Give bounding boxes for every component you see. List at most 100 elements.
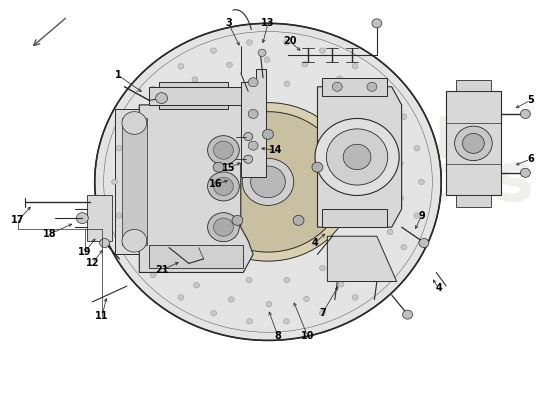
Circle shape	[213, 177, 233, 196]
Circle shape	[246, 277, 252, 283]
Circle shape	[163, 213, 169, 219]
Circle shape	[520, 110, 530, 118]
Circle shape	[352, 64, 358, 69]
Text: 13: 13	[261, 18, 275, 28]
Circle shape	[283, 318, 289, 324]
Circle shape	[227, 62, 233, 68]
Circle shape	[182, 115, 188, 120]
Circle shape	[133, 198, 139, 203]
Circle shape	[455, 126, 492, 160]
Circle shape	[320, 266, 326, 271]
Circle shape	[207, 136, 239, 165]
Circle shape	[349, 243, 354, 249]
Circle shape	[302, 62, 307, 67]
Circle shape	[320, 310, 326, 316]
Circle shape	[326, 129, 388, 185]
Circle shape	[386, 128, 392, 133]
Text: Eu: Eu	[353, 100, 460, 174]
Circle shape	[178, 295, 184, 300]
Polygon shape	[87, 196, 112, 241]
Circle shape	[332, 82, 342, 91]
Circle shape	[244, 132, 252, 141]
Text: 16: 16	[209, 179, 223, 189]
Circle shape	[144, 231, 150, 236]
Circle shape	[248, 110, 258, 118]
Polygon shape	[149, 245, 243, 268]
Polygon shape	[317, 87, 402, 227]
Circle shape	[156, 179, 162, 184]
Polygon shape	[159, 82, 228, 110]
Text: 5: 5	[527, 95, 534, 105]
Circle shape	[150, 86, 156, 92]
Circle shape	[367, 213, 373, 219]
Circle shape	[380, 272, 386, 278]
Polygon shape	[139, 105, 253, 272]
Text: 3: 3	[225, 18, 232, 28]
Circle shape	[112, 179, 118, 184]
Circle shape	[380, 86, 386, 92]
Circle shape	[258, 49, 266, 56]
Text: 6: 6	[527, 154, 534, 164]
Circle shape	[116, 213, 122, 218]
Circle shape	[387, 229, 393, 235]
Circle shape	[349, 115, 354, 120]
Text: 17: 17	[11, 215, 25, 225]
Circle shape	[304, 296, 310, 302]
Circle shape	[403, 310, 412, 319]
Circle shape	[133, 163, 139, 168]
Text: 20: 20	[283, 36, 297, 46]
Circle shape	[315, 118, 399, 196]
Polygon shape	[322, 78, 387, 96]
Circle shape	[251, 166, 285, 198]
Circle shape	[320, 48, 326, 53]
Text: 11: 11	[95, 310, 109, 320]
Polygon shape	[327, 236, 397, 282]
Circle shape	[191, 112, 345, 252]
Circle shape	[150, 272, 156, 278]
Circle shape	[372, 19, 382, 28]
Text: tes: tes	[417, 149, 534, 215]
Circle shape	[129, 244, 135, 250]
Circle shape	[320, 93, 326, 98]
Text: 12: 12	[85, 258, 99, 268]
Circle shape	[244, 155, 252, 163]
Circle shape	[284, 277, 290, 283]
Polygon shape	[456, 196, 491, 207]
Circle shape	[284, 81, 290, 86]
Circle shape	[211, 266, 217, 271]
Circle shape	[463, 134, 485, 153]
Circle shape	[178, 64, 184, 69]
Circle shape	[262, 129, 273, 139]
Polygon shape	[122, 118, 147, 245]
Circle shape	[520, 168, 530, 177]
Circle shape	[266, 302, 272, 307]
Circle shape	[76, 213, 89, 224]
Circle shape	[129, 114, 135, 119]
Text: 7: 7	[319, 308, 326, 318]
Circle shape	[365, 98, 371, 104]
Circle shape	[211, 48, 217, 53]
Circle shape	[367, 82, 377, 91]
Polygon shape	[322, 209, 387, 227]
Circle shape	[100, 238, 109, 248]
Text: 9: 9	[418, 211, 425, 221]
Circle shape	[213, 162, 224, 172]
Polygon shape	[114, 110, 149, 254]
Polygon shape	[149, 87, 253, 105]
Text: 4: 4	[436, 283, 442, 293]
FancyArrowPatch shape	[34, 18, 65, 46]
Circle shape	[414, 146, 420, 151]
Text: 1: 1	[115, 70, 122, 80]
Circle shape	[228, 297, 234, 302]
Circle shape	[182, 243, 188, 249]
Circle shape	[211, 93, 217, 98]
Circle shape	[401, 114, 407, 119]
Circle shape	[397, 161, 403, 166]
Text: 18: 18	[43, 229, 57, 239]
Circle shape	[419, 238, 429, 248]
Text: a passion
for unique
since 1985: a passion for unique since 1985	[335, 215, 409, 267]
Circle shape	[116, 146, 122, 151]
Circle shape	[207, 172, 239, 201]
Circle shape	[242, 158, 294, 206]
Circle shape	[213, 141, 233, 159]
